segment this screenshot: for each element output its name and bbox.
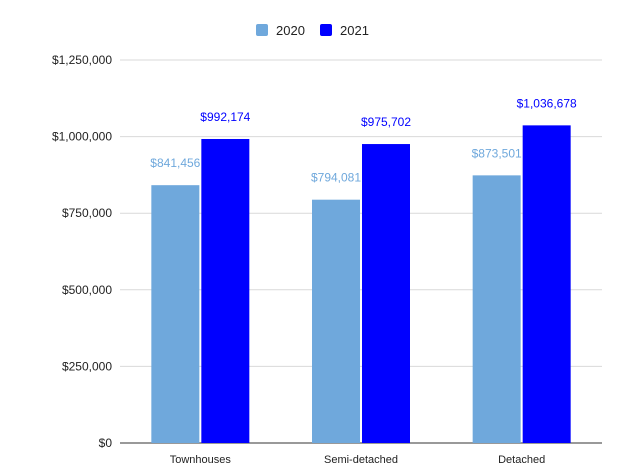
y-tick-label: $1,250,000 [52,53,112,67]
data-label: $992,174 [200,110,250,124]
y-tick-label: $1,000,000 [52,130,112,144]
bar-2021-1 [362,144,410,443]
x-tick-label: Townhouses [170,454,232,466]
x-axis: Townhouses Semi-detached Detached [170,454,545,466]
bar-2021-0 [201,138,250,444]
y-tick-label: $500,000 [62,283,112,297]
data-label: $794,081 [311,171,361,185]
bars [151,125,571,444]
data-label: $975,702 [361,115,411,129]
bar-2020-0 [151,185,200,443]
data-label: $1,036,678 [517,96,577,110]
legend-label: 2021 [340,23,369,38]
y-axis: $0 $250,000 $500,000 $750,000 $1,000,000 $1,2… [52,53,112,450]
legend-swatch [256,24,268,36]
bar-2020-2 [472,175,521,443]
legend-swatch [320,24,332,36]
data-label: $873,501 [472,146,522,160]
bar-2021-2 [522,125,571,443]
data-labels: $841,456 $992,174 $794,081 $975,702 $873,501… [150,96,577,184]
x-tick-label: Detached [498,454,545,466]
data-label: $841,456 [150,156,200,170]
x-tick-label: Semi-detached [324,454,398,466]
y-tick-label: $0 [99,436,113,450]
bar-2020-1 [312,199,360,443]
legend-label: 2020 [276,23,305,38]
legend: 2020 2021 [256,23,369,38]
y-tick-label: $750,000 [62,206,112,220]
gridlines [120,59,602,444]
y-tick-label: $250,000 [62,359,112,373]
